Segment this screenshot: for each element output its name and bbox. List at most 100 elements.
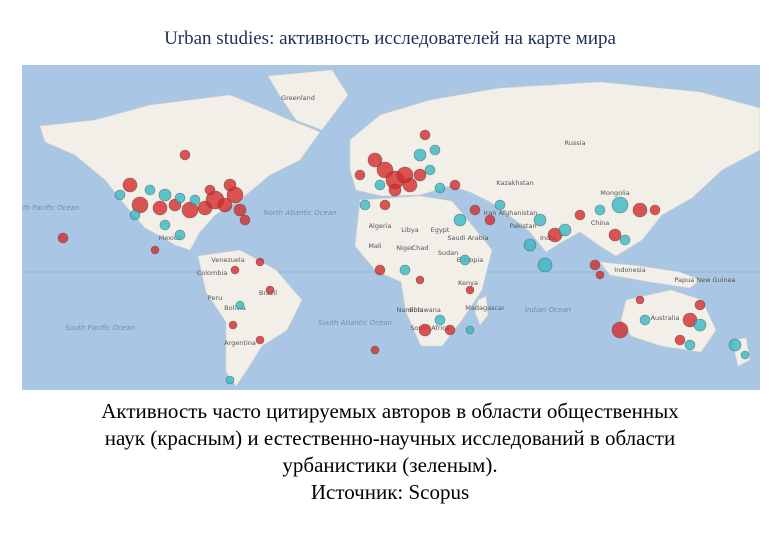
world-map: Greenland North Pacific Ocean North Atlant… [22, 65, 760, 390]
social-science-dot [255, 335, 265, 345]
social-science-dot [449, 179, 461, 191]
natural-science-dot [619, 234, 631, 246]
social-science-dot [413, 168, 427, 182]
map-label: Mexico [159, 234, 182, 242]
natural-science-dot [189, 194, 201, 206]
natural-science-dot [523, 238, 537, 252]
social-science-dot [444, 324, 456, 336]
social-science-dot [230, 265, 240, 275]
map-label: Iran [484, 209, 497, 217]
social-science-dot [402, 177, 418, 193]
map-label: North Pacific Ocean [22, 204, 80, 212]
natural-science-dot [399, 264, 411, 276]
social-science-dot [595, 270, 605, 280]
natural-science-dot [424, 164, 436, 176]
natural-science-dot [728, 338, 742, 352]
map-label: Kazakhstan [496, 179, 533, 187]
social-science-dot [374, 264, 386, 276]
social-science-dot [694, 299, 706, 311]
natural-science-dot [558, 223, 572, 237]
map-label: Mongolia [600, 189, 629, 197]
social-science-dot [131, 196, 149, 214]
natural-science-dot [144, 184, 156, 196]
natural-science-dot [158, 188, 172, 202]
map-label: Kenya [458, 279, 478, 287]
map-label: Indonesia [614, 266, 645, 274]
map-label: Pakistan [509, 222, 536, 230]
map-label: Algeria [369, 222, 392, 230]
natural-science-dot [459, 254, 471, 266]
social-science-dot [57, 232, 69, 244]
map-label: Papua New Guinea [674, 276, 735, 284]
social-science-dot [632, 202, 648, 218]
map-label: Namibia [397, 306, 424, 314]
map-label: Niger [396, 244, 414, 252]
natural-science-dot [639, 314, 651, 326]
map-label: Indian Ocean [525, 306, 571, 314]
map-label: Saudi Arabia [447, 234, 488, 242]
natural-science-dot [129, 209, 141, 221]
north-america [39, 94, 321, 251]
map-label: Botswana [409, 306, 441, 314]
natural-science-dot [174, 229, 186, 241]
social-science-dot [367, 152, 383, 168]
indonesia [599, 261, 701, 289]
natural-science-dot [159, 219, 171, 231]
south-america [197, 249, 303, 387]
caption-line: урбанистики (зеленым). [282, 453, 498, 477]
caption-line: Активность часто цитируемых авторов в об… [101, 399, 679, 423]
social-science-dot [611, 321, 629, 339]
map-label: China [591, 219, 610, 227]
map-label: Chad [412, 244, 429, 252]
natural-science-dot [174, 192, 186, 204]
social-science-dot [354, 169, 366, 181]
social-science-dot [223, 178, 237, 192]
social-science-dot [635, 295, 645, 305]
natural-science-dot [235, 300, 245, 310]
social-science-dot [589, 259, 601, 271]
natural-science-dot [611, 196, 629, 214]
social-science-dot [179, 149, 191, 161]
map-label: Colombia [197, 269, 228, 277]
social-science-dot [228, 320, 238, 330]
map-label: Bolivia [224, 304, 246, 312]
greenland [267, 69, 349, 131]
natural-science-dot [429, 144, 441, 156]
social-science-dot [122, 177, 138, 193]
natural-science-dot [434, 182, 446, 194]
natural-science-dot [740, 350, 750, 360]
map-label: Sudan [438, 249, 458, 257]
caption: Активность часто цитируемых авторов в об… [20, 398, 760, 506]
social-science-dot [239, 214, 251, 226]
madagascar [474, 295, 489, 326]
natural-science-dot [684, 339, 696, 351]
social-science-dot [418, 323, 432, 337]
map-label: India [540, 234, 556, 242]
natural-science-dot [453, 213, 467, 227]
natural-science-dot [359, 199, 371, 211]
social-science-dot [233, 203, 247, 217]
natural-science-dot [494, 199, 506, 211]
map-label: Argentina [224, 339, 256, 347]
natural-science-dot [693, 318, 707, 332]
social-science-dot [574, 209, 586, 221]
social-science-dot [255, 257, 265, 267]
social-science-dot [265, 285, 275, 295]
map-label: Russia [565, 139, 586, 147]
map-label: South Atlantic Ocean [318, 319, 392, 327]
social-science-dot [465, 285, 475, 295]
map-label: Libya [401, 226, 418, 234]
social-science-dot [419, 129, 431, 141]
social-science-dot [649, 204, 661, 216]
social-science-dot [379, 199, 391, 211]
social-science-dot [370, 345, 380, 355]
map-label: Greenland [281, 94, 315, 102]
map-label: South Pacific Ocean [65, 324, 135, 332]
natural-science-dot [114, 189, 126, 201]
map-label: Australia [651, 314, 680, 322]
social-science-dot [674, 334, 686, 346]
map-label: Egypt [431, 226, 450, 234]
map-label: Afghanistan [499, 209, 538, 217]
map-label: North Atlantic Ocean [263, 209, 336, 217]
